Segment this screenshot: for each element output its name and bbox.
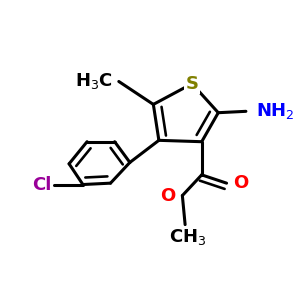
Text: CH$_3$: CH$_3$ bbox=[169, 227, 207, 248]
Text: O: O bbox=[160, 187, 176, 205]
Text: NH$_2$: NH$_2$ bbox=[256, 101, 294, 121]
Text: O: O bbox=[233, 174, 249, 192]
Text: H$_3$C: H$_3$C bbox=[76, 71, 113, 92]
Text: Cl: Cl bbox=[32, 176, 51, 194]
Text: S: S bbox=[185, 75, 199, 93]
